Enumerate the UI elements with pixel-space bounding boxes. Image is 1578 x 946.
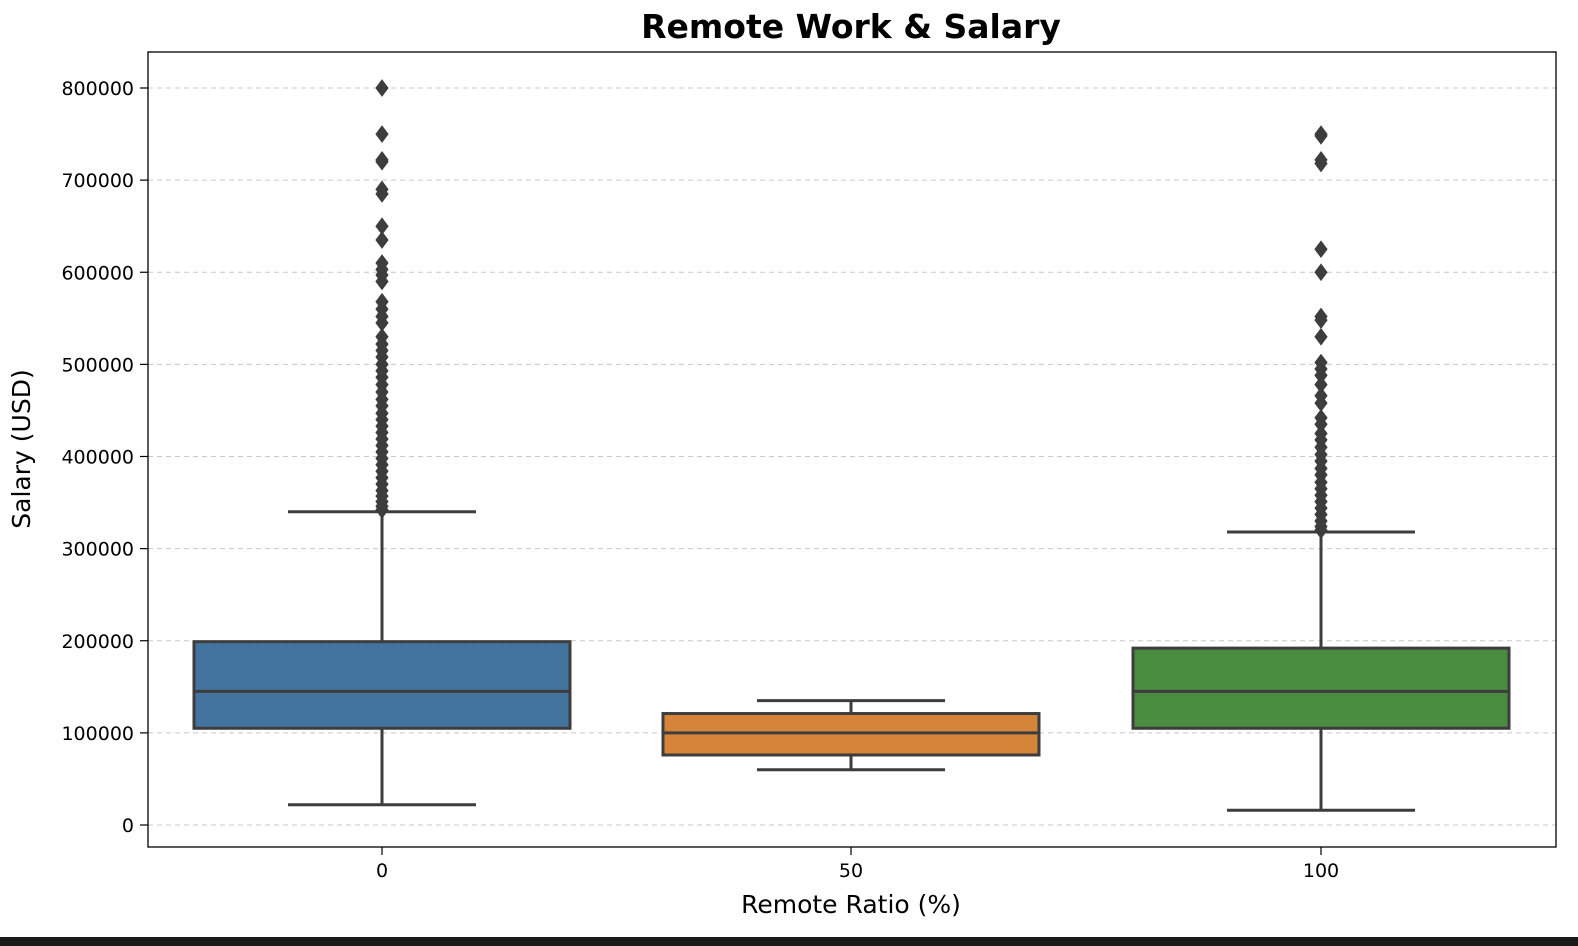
box-iqr (192, 640, 572, 730)
y-tick-label: 800000 (61, 78, 134, 100)
outlier-point (1314, 327, 1328, 346)
outlier-point (375, 185, 389, 203)
y-axis-label: Salary (USD) (7, 369, 36, 528)
box-100 (1131, 125, 1511, 812)
outlier-point (375, 272, 389, 291)
boxes (192, 79, 1511, 812)
x-tick-label: 50 (839, 860, 863, 882)
plot-frame (147, 51, 1557, 848)
x-axis: 0 50 100 (376, 847, 1339, 882)
window-bottom-edge (0, 937, 1578, 946)
y-tick-label: 500000 (61, 354, 134, 376)
outlier-point (375, 125, 389, 143)
y-tick-label: 200000 (61, 631, 134, 653)
y-tick-label: 400000 (61, 447, 134, 469)
x-tick-label: 100 (1303, 860, 1339, 882)
y-tick-label: 0 (122, 815, 134, 837)
y-tick-label: 100000 (61, 723, 134, 745)
outlier-point (1314, 240, 1328, 259)
box-iqr (1131, 646, 1511, 730)
chart-title: Remote Work & Salary (641, 7, 1061, 46)
y-axis: 0 100000 200000 300000 400000 500000 600000 700… (61, 78, 148, 837)
y-tick-label: 700000 (61, 170, 134, 192)
x-tick-label: 0 (376, 860, 388, 882)
outlier-point (1314, 263, 1328, 282)
outlier-point (1314, 127, 1328, 145)
outlier-point (1314, 521, 1328, 540)
box-50 (661, 699, 1041, 772)
y-tick-label: 300000 (61, 539, 134, 561)
outlier-point (375, 501, 389, 519)
outlier-point (375, 79, 389, 97)
y-tick-label: 600000 (61, 262, 134, 284)
outlier-point (375, 231, 389, 249)
x-axis-label: Remote Ratio (%) (741, 890, 961, 919)
outlier-point (375, 152, 389, 171)
outlier-point (1314, 154, 1328, 173)
box-0 (192, 79, 572, 807)
